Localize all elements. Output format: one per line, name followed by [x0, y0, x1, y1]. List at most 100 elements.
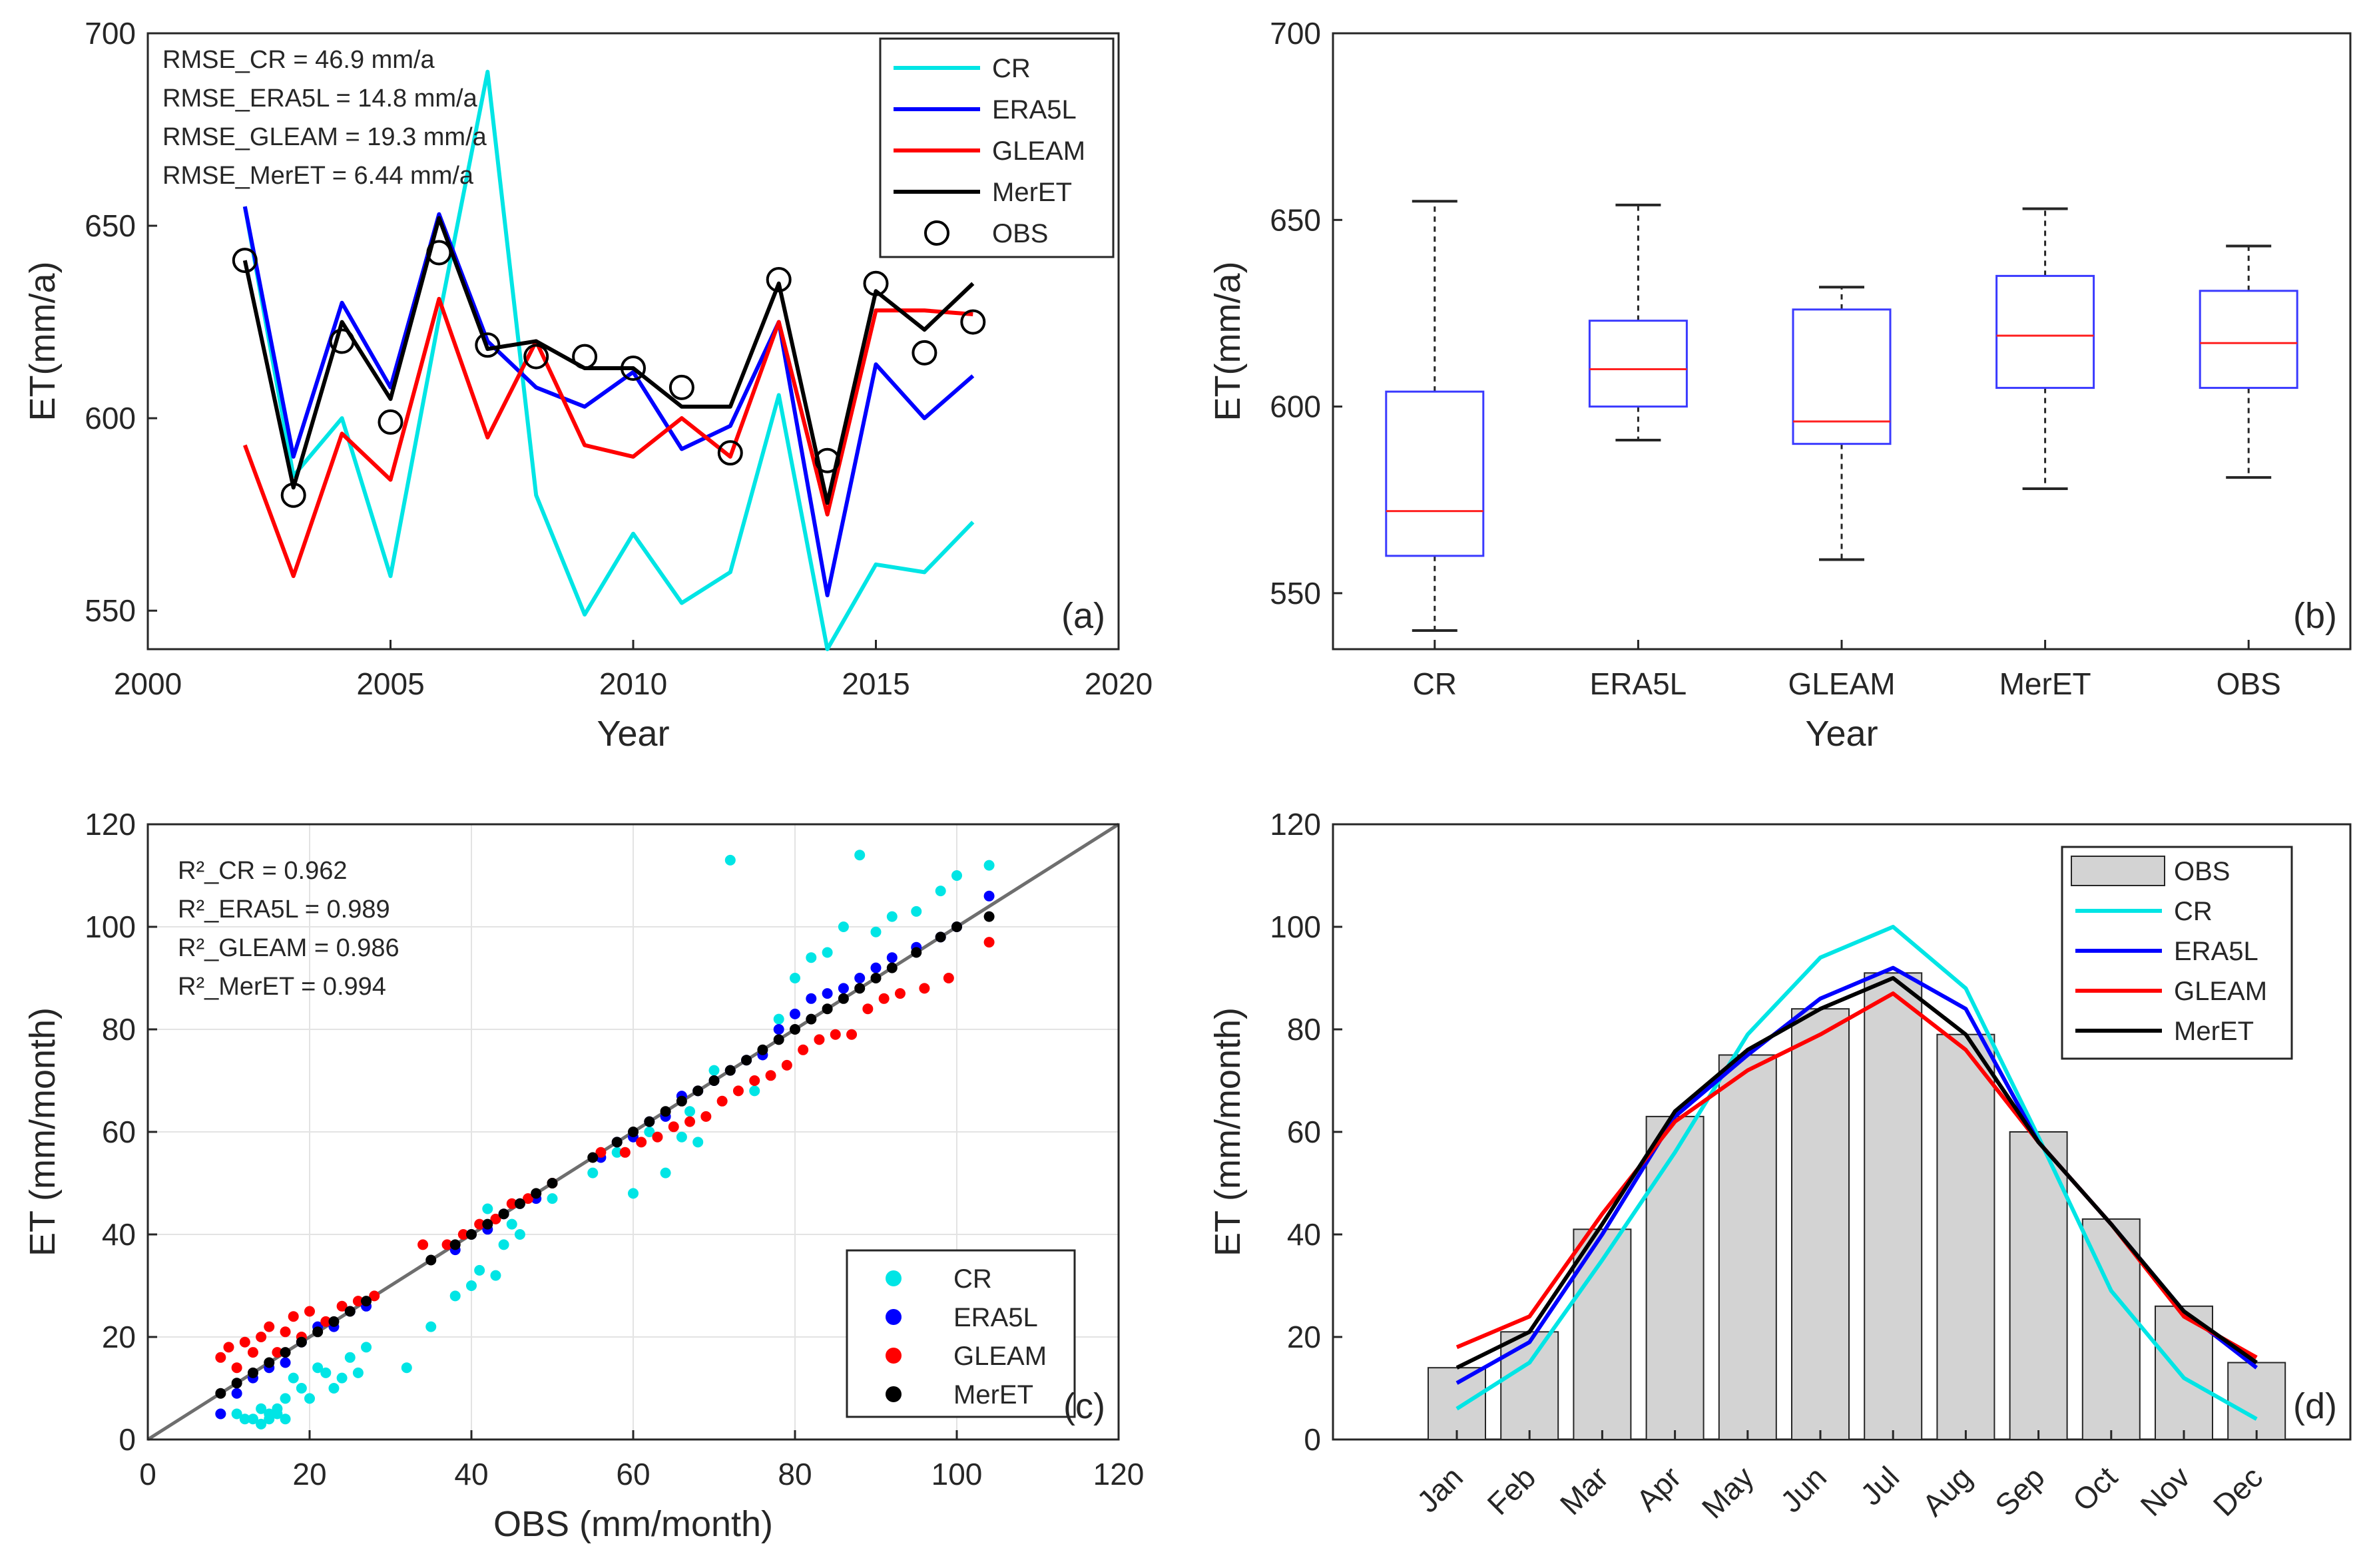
- panel-c-point-meret: [531, 1188, 542, 1199]
- panel-a-series-cr-line: [242, 69, 975, 651]
- panel-a-y-axis-label: ET(mm/a): [23, 262, 63, 421]
- panel-c-legend-label: MerET: [953, 1380, 1033, 1410]
- panel-c-point-gleam: [352, 1296, 364, 1307]
- panel-d-month-label: May: [1695, 1459, 1760, 1525]
- panel-c-point-cr: [264, 1414, 275, 1425]
- panel-c-point-meret: [449, 1239, 461, 1250]
- panel-c-point-meret: [692, 1085, 704, 1097]
- panel-c-point-cr: [280, 1393, 291, 1404]
- panel-c-point-cr: [660, 1167, 671, 1178]
- panel-c-point-cr: [280, 1414, 291, 1425]
- panel-d-month-label: Sep: [1988, 1459, 2051, 1523]
- panel-c-legend-label: ERA5L: [953, 1303, 1038, 1332]
- panel-c-legend-marker: [886, 1309, 902, 1325]
- panel-d-month-label: Feb: [1480, 1459, 1542, 1521]
- panel-d-month-label: Aug: [1916, 1459, 1979, 1523]
- panel-c-point-meret: [660, 1106, 671, 1117]
- panel-a-obs-point: [960, 309, 986, 335]
- panel-c-point-cr: [506, 1218, 517, 1230]
- panel-a-rmse-annotation: RMSE_MerET = 6.44 mm/a: [162, 162, 474, 190]
- panel-c-label: (c): [1063, 1386, 1105, 1426]
- panel-c-point-meret: [466, 1229, 477, 1240]
- panel-c-point-cr: [806, 952, 817, 963]
- panel-c-point-meret: [676, 1095, 687, 1107]
- panel-c-point-cr: [296, 1383, 307, 1394]
- panel-d-bar-obs: [1718, 1054, 1777, 1440]
- panel-c-legend-marker: [886, 1348, 902, 1364]
- panel-d-month-label: Oct: [2065, 1459, 2124, 1518]
- panel-c-point-gleam: [798, 1044, 809, 1055]
- panel-c-point-meret: [231, 1378, 242, 1389]
- panel-d-bar-obs: [2081, 1218, 2141, 1441]
- panel-c-point-cr: [328, 1383, 340, 1394]
- panel-c-point-gleam: [264, 1321, 275, 1332]
- panel-a-legend-label: GLEAM: [992, 136, 1085, 166]
- panel-c-point-meret: [822, 1003, 833, 1015]
- panel-c-point-era5l: [231, 1388, 242, 1399]
- panel-c-point-gleam: [919, 983, 930, 994]
- panel-c-point-meret: [296, 1336, 307, 1348]
- panel-c-point-era5l: [822, 988, 833, 999]
- panel-b: 550 600 650 700 CR ERA5L GLEAM MerET OBS Year ET(m…: [1208, 16, 2352, 754]
- panel-a-ytick-label: 600: [85, 401, 136, 435]
- panel-c-point-meret: [951, 921, 962, 932]
- panel-c-point-meret: [215, 1388, 226, 1399]
- panel-a-xtick-label: 2020: [1085, 666, 1153, 701]
- panel-c-point-cr: [886, 911, 898, 922]
- panel-a-legend-label: ERA5L: [992, 95, 1077, 125]
- panel-a-obs-point: [766, 267, 792, 292]
- panel-c-point-era5l: [806, 993, 817, 1004]
- panel-a-legend-label: OBS: [992, 219, 1048, 248]
- panel-a-ytick-label: 650: [85, 208, 136, 243]
- panel-c-point-gleam: [765, 1070, 776, 1081]
- panel-c-point-gleam: [417, 1239, 429, 1250]
- panel-c-point-gleam: [595, 1147, 607, 1158]
- panel-c-point-meret: [741, 1055, 752, 1066]
- panel-c-point-meret: [425, 1254, 437, 1266]
- panel-c-point-era5l: [280, 1357, 291, 1368]
- panel-c-ytick-label: 20: [102, 1320, 136, 1354]
- panel-d-label: (d): [2293, 1386, 2337, 1426]
- panel-c-point-cr: [611, 1147, 623, 1158]
- panel-c-point-cr: [231, 1408, 242, 1420]
- panel-c-point-cr: [466, 1280, 477, 1291]
- panel-c-point-cr: [676, 1131, 687, 1143]
- panel-c-point-cr: [870, 926, 882, 937]
- panel-c-point-gleam: [490, 1213, 501, 1224]
- panel-c-point-cr: [482, 1203, 493, 1214]
- panel-c-point-gleam: [732, 1085, 744, 1097]
- panel-c-point-meret: [911, 947, 922, 958]
- panel-b-category-label: MerET: [1999, 666, 2091, 701]
- panel-a-xtick-label: 2005: [356, 666, 424, 701]
- panel-d-month-label: Dec: [2207, 1459, 2270, 1523]
- panel-c-point-meret: [886, 962, 898, 973]
- panel-c-point-cr: [344, 1352, 356, 1363]
- panel-d-bar-obs: [1864, 972, 1923, 1441]
- panel-c-point-gleam: [878, 993, 890, 1004]
- panel-c-point-cr: [983, 860, 995, 871]
- panel-c-point-meret: [344, 1306, 356, 1317]
- panel-b-category-label: ERA5L: [1590, 666, 1687, 701]
- panel-a-obs-point: [378, 409, 403, 435]
- panel-a-obs-point: [572, 344, 598, 370]
- panel-d-bar-obs: [1428, 1367, 1486, 1440]
- panel-d-bar-obs: [2227, 1362, 2286, 1440]
- panel-c-point-cr: [401, 1362, 412, 1374]
- panel-c-point-meret: [838, 993, 849, 1004]
- panel-c-point-meret: [587, 1152, 599, 1163]
- panel-c-point-gleam: [369, 1290, 380, 1302]
- panel-c-point-era5l: [773, 1024, 784, 1035]
- panel-b-category-label: CR: [1413, 666, 1457, 701]
- panel-c-xtick-label: 60: [616, 1457, 650, 1491]
- panel-d-bar-obs: [2009, 1131, 2068, 1440]
- panel-c-point-cr: [490, 1270, 501, 1281]
- panel-a-obs-point: [863, 270, 889, 296]
- panel-a-legend-marker: [924, 220, 949, 246]
- panel-a-ytick-label: 550: [85, 593, 136, 628]
- panel-c-point-cr: [272, 1403, 283, 1414]
- panel-c-point-gleam: [700, 1111, 712, 1122]
- panel-a-rmse-annotation: RMSE_GLEAM = 19.3 mm/a: [162, 123, 487, 151]
- panel-c-point-gleam: [304, 1306, 315, 1317]
- panel-c-point-gleam: [474, 1218, 485, 1230]
